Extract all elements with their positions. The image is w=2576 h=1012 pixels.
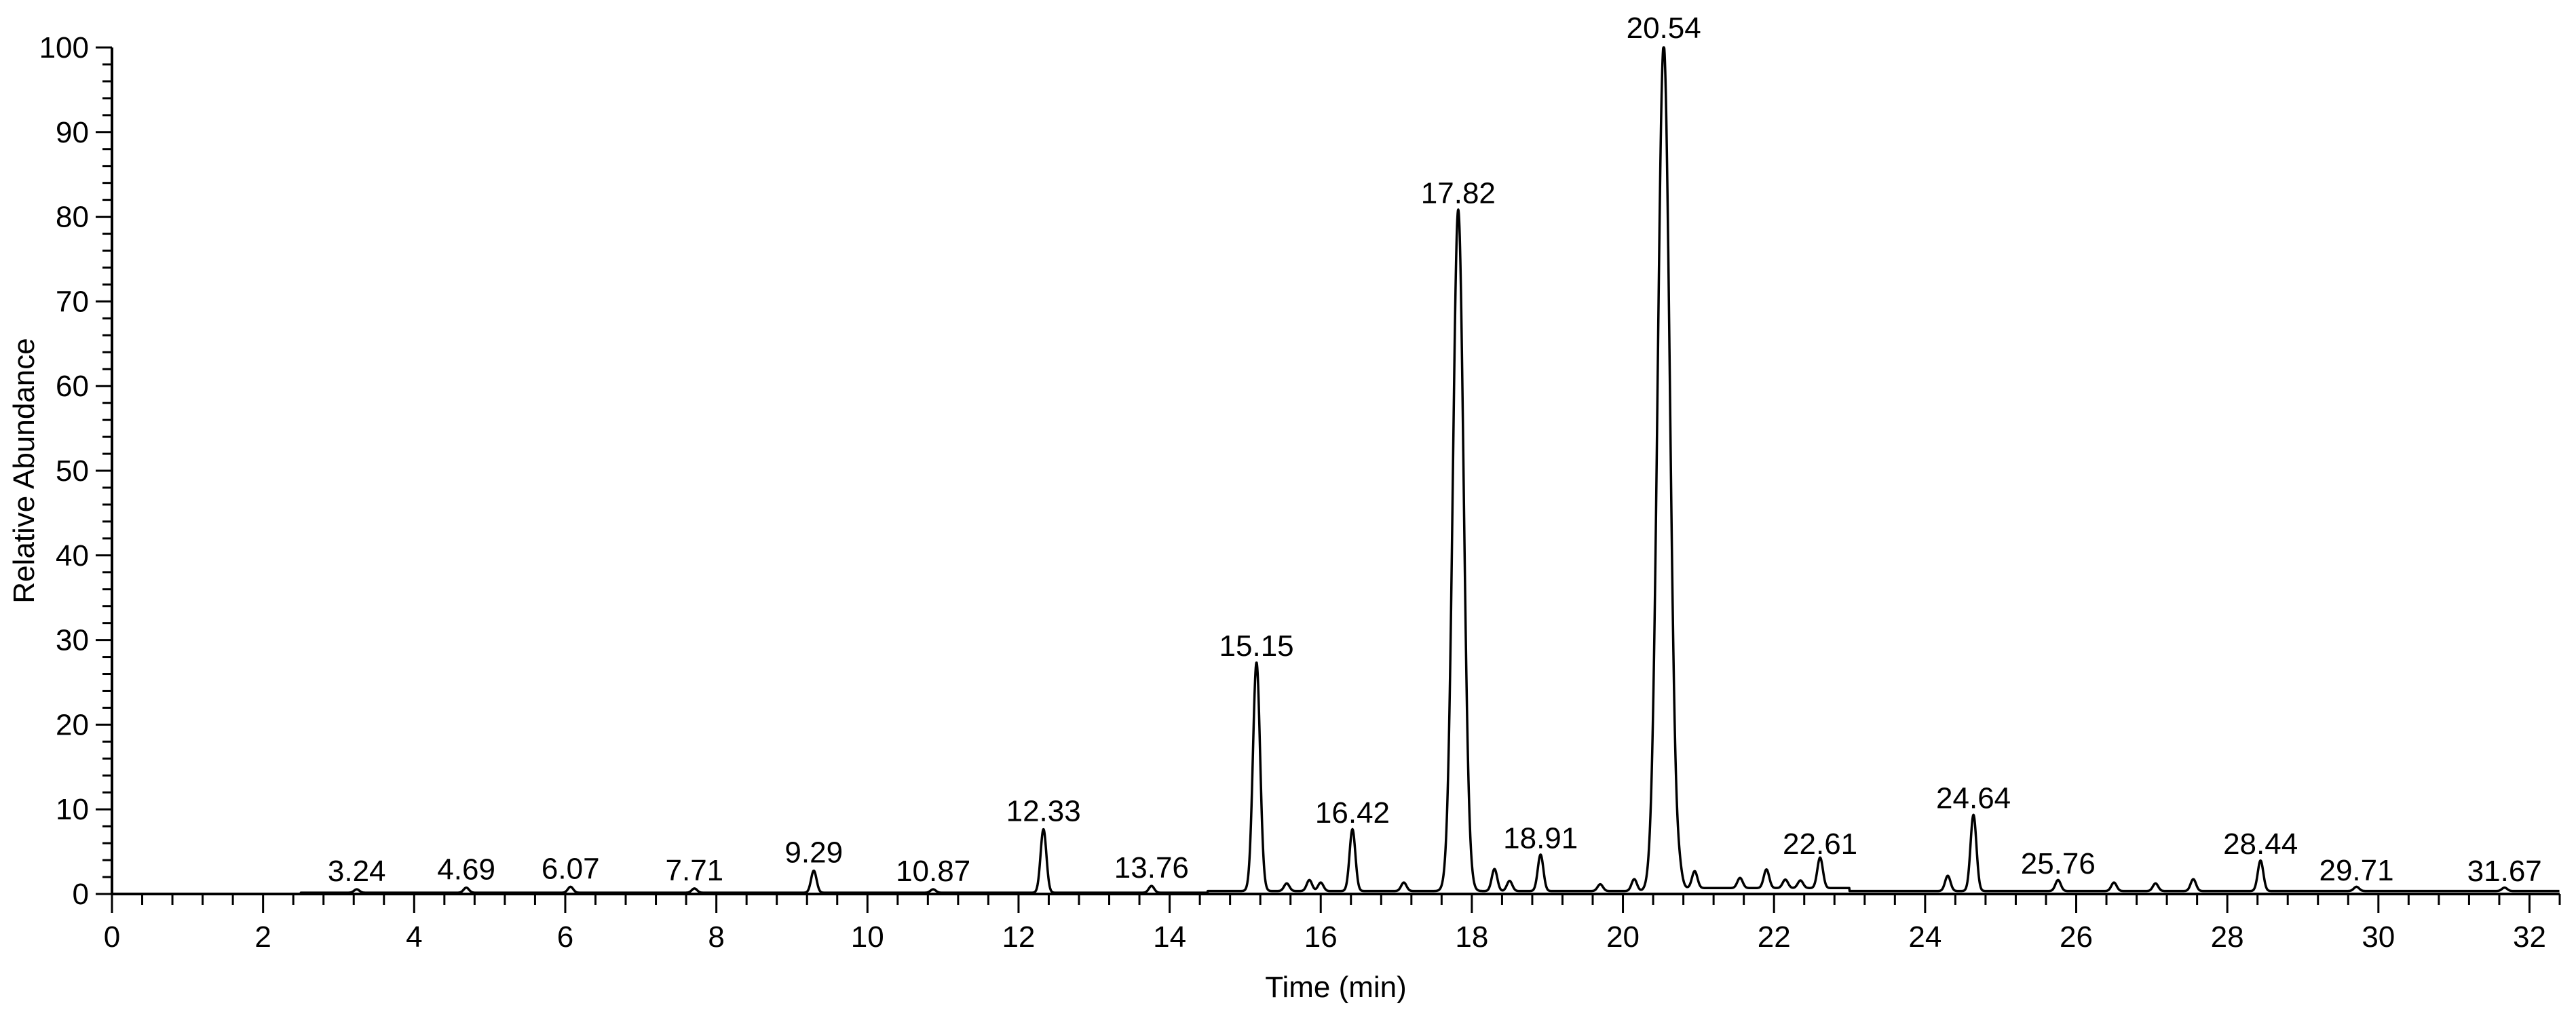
x-tick-label: 28 bbox=[2211, 920, 2244, 954]
peak-label: 13.76 bbox=[1114, 851, 1189, 884]
peak-label: 29.71 bbox=[2319, 854, 2393, 887]
x-tick-label: 0 bbox=[104, 920, 120, 954]
y-tick-label: 10 bbox=[56, 793, 89, 826]
x-tick-label: 30 bbox=[2362, 920, 2395, 954]
y-tick-label: 90 bbox=[56, 116, 89, 149]
x-axis-title: Time (min) bbox=[1265, 971, 1407, 1004]
y-tick-label: 40 bbox=[56, 539, 89, 572]
y-tick-label: 100 bbox=[39, 31, 89, 64]
y-tick-label: 20 bbox=[56, 708, 89, 741]
peak-label: 17.82 bbox=[1421, 176, 1496, 210]
chromatogram-trace bbox=[111, 46, 2560, 895]
plot-area: 0 2 4 6 8 10 12 14 16 18 20 22 24 26 28 30 32 0102030405… bbox=[39, 12, 2561, 954]
x-tick-label: 8 bbox=[708, 920, 724, 954]
peak-label: 9.29 bbox=[784, 836, 843, 870]
x-tick-label: 18 bbox=[1455, 920, 1488, 954]
peak-label: 7.71 bbox=[666, 854, 724, 887]
y-tick-label: 50 bbox=[56, 454, 89, 488]
y-tick-label: 80 bbox=[56, 201, 89, 234]
x-tick-label: 12 bbox=[1002, 920, 1035, 954]
peak-label: 16.42 bbox=[1315, 796, 1390, 830]
peak-label: 12.33 bbox=[1006, 794, 1081, 828]
peak-label: 6.07 bbox=[542, 852, 600, 885]
peak-label: 22.61 bbox=[1783, 828, 1857, 861]
x-tick-label: 24 bbox=[1908, 920, 1942, 954]
x-tick-label: 16 bbox=[1304, 920, 1338, 954]
y-tick-label: 60 bbox=[56, 370, 89, 403]
x-tick-label: 22 bbox=[1758, 920, 1791, 954]
y-axis-title: Relative Abundance bbox=[7, 338, 41, 603]
peak-label: 4.69 bbox=[437, 853, 495, 887]
y-tick-label: 0 bbox=[73, 878, 89, 911]
x-tick-label: 26 bbox=[2060, 920, 2093, 954]
peak-label: 18.91 bbox=[1503, 821, 1578, 855]
peak-label: 24.64 bbox=[1936, 782, 2011, 815]
x-tick-label: 10 bbox=[851, 920, 884, 954]
x-axis-ticks: 0 2 4 6 8 10 12 14 16 18 20 22 24 26 28 30 32 bbox=[104, 894, 2561, 954]
y-axis-ticks: 0 10 20 30 40 50 60 70 80 90 100 bbox=[39, 31, 112, 911]
x-tick-label: 14 bbox=[1153, 920, 1186, 954]
x-tick-label: 4 bbox=[406, 920, 422, 954]
peak-label: 15.15 bbox=[1219, 629, 1294, 663]
x-tick-label: 32 bbox=[2513, 920, 2546, 954]
peak-label: 28.44 bbox=[2223, 828, 2298, 861]
x-tick-label: 2 bbox=[254, 920, 271, 954]
peak-label: 25.76 bbox=[2021, 847, 2096, 880]
y-tick-label: 30 bbox=[56, 624, 89, 657]
peak-labels: 3.24 4.69 6.07 7.71 9.29 10.87 12.33 13.76 15.15… bbox=[328, 12, 2542, 888]
peak-label: 3.24 bbox=[328, 855, 386, 888]
x-tick-label: 6 bbox=[557, 920, 573, 954]
x-tick-label: 20 bbox=[1606, 920, 1640, 954]
peak-label: 20.54 bbox=[1627, 12, 1701, 45]
y-tick-label: 70 bbox=[56, 285, 89, 318]
peak-label: 31.67 bbox=[2467, 855, 2542, 888]
peak-label: 10.87 bbox=[896, 855, 970, 888]
